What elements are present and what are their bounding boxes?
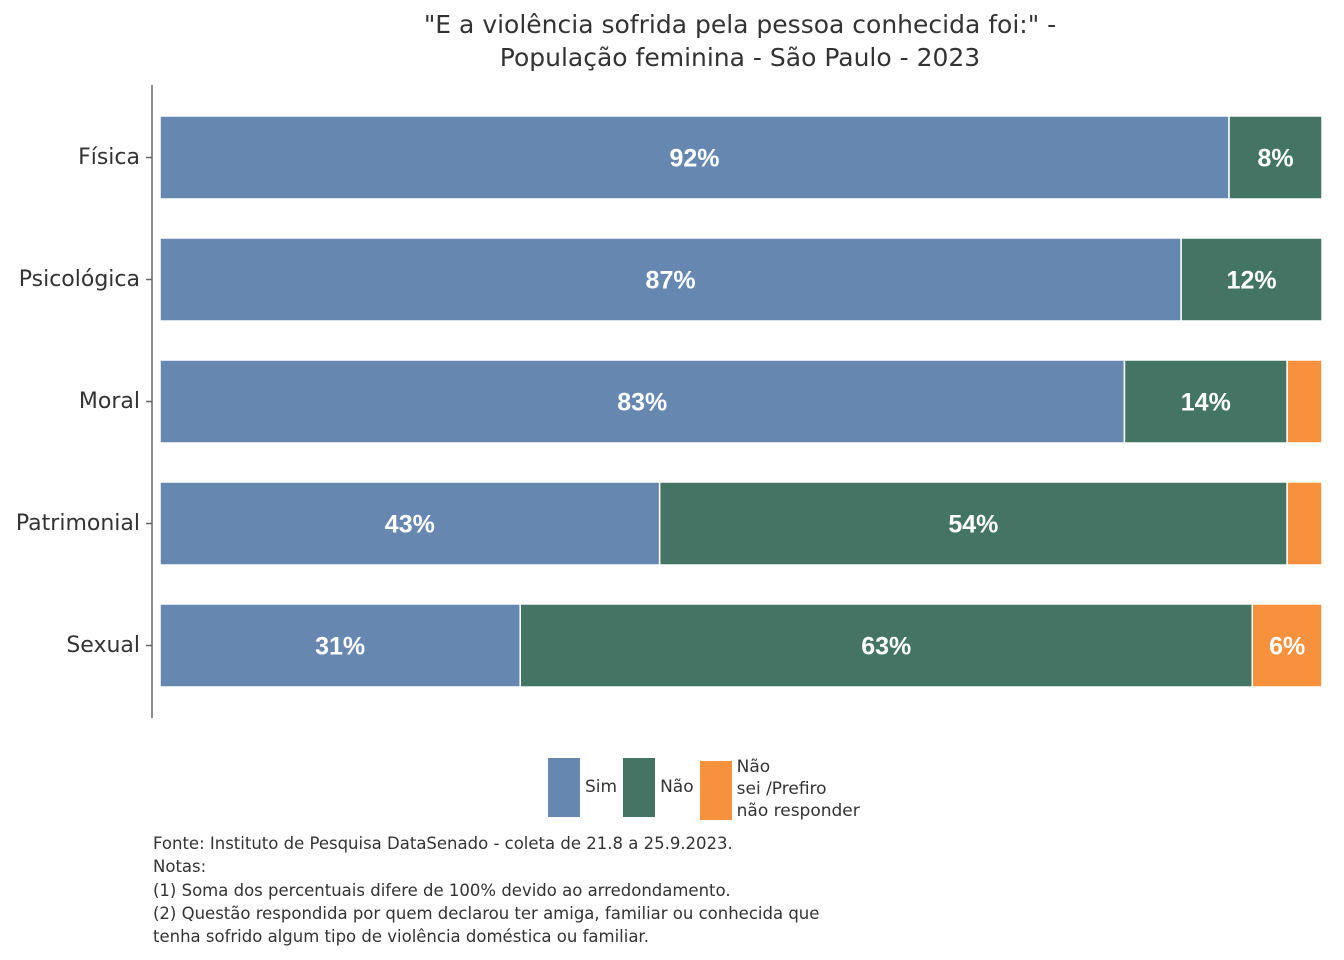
bars-layer: Física 92% 8% Psicológica 87% 12% Moral 83% 14% P… (16, 115, 1323, 688)
legend: Sim Não Não sei /Prefiro não responder (548, 756, 866, 822)
data-label-patrimonial-series-0: 43% (385, 511, 435, 539)
legend-swatch-sim (548, 758, 580, 817)
legend-item-sim: Sim (548, 756, 617, 817)
note-line-2b: tenha sofrido algum tipo de violência do… (153, 927, 649, 947)
category-label-patrimonial: Patrimonial (16, 511, 140, 536)
legend-label-nao-sei: Não sei /Prefiro não responder (736, 757, 860, 821)
bar-patrimonial-series-0 (159, 481, 661, 566)
legend-swatch-nao (623, 758, 656, 817)
bar-psicologica-series-0 (159, 237, 1182, 322)
bar-fisica-series-0 (159, 115, 1230, 200)
data-label-sexual-series-2: 6% (1269, 633, 1305, 661)
bar-psicologica-series-1 (1180, 237, 1323, 322)
bar-chart: Física 92% 8% Psicológica 87% 12% Moral 83% 14% P… (16, 85, 1323, 718)
data-label-fisica-series-0: 92% (669, 145, 719, 173)
data-label-psicologica-series-0: 87% (646, 267, 696, 295)
note-line-1: (1) Soma dos percentuais difere de 100% … (153, 880, 731, 900)
note-line-source: Fonte: Instituto de Pesquisa DataSenado … (153, 834, 733, 853)
bar-fisica-series-1 (1228, 115, 1323, 200)
category-label-moral: Moral (79, 389, 140, 414)
chart-title-line-1: "E a violência sofrida pela pessoa conhe… (423, 10, 1057, 39)
category-label-psicologica: Psicológica (19, 267, 140, 292)
data-label-sexual-series-1: 63% (861, 633, 911, 661)
note-line-heading: Notas: (153, 857, 207, 877)
bar-sexual-series-2 (1251, 603, 1323, 688)
data-label-psicologica-series-1: 12% (1227, 267, 1277, 295)
bar-moral-series-0 (159, 359, 1126, 444)
category-label-sexual: Sexual (66, 633, 140, 658)
data-label-sexual-series-0: 31% (315, 633, 365, 661)
legend-item-nao-sei: Não sei /Prefiro não responder (699, 756, 860, 822)
legend-label-sim: Sim (585, 776, 618, 797)
bar-sexual-series-0 (159, 603, 521, 688)
bar-sexual-series-1 (519, 603, 1254, 688)
data-label-moral-series-0: 83% (617, 389, 667, 417)
source-notes: Fonte: Instituto de Pesquisa DataSenado … (153, 832, 819, 948)
note-line-2a: (2) Questão respondida por quem declarou… (153, 903, 820, 923)
bar-patrimonial-series-2 (1286, 481, 1323, 566)
data-label-fisica-series-1: 8% (1257, 145, 1293, 173)
category-label-fisica: Física (78, 145, 140, 170)
legend-swatch-nao-sei (699, 760, 732, 820)
legend-label-nao: Não (660, 776, 694, 797)
data-label-patrimonial-series-1: 54% (948, 511, 998, 539)
chart-title-line-2: População feminina - São Paulo - 2023 (499, 43, 981, 72)
bar-moral-series-2 (1286, 359, 1323, 444)
data-label-moral-series-1: 14% (1181, 389, 1231, 417)
bar-moral-series-1 (1123, 359, 1288, 444)
legend-item-nao: Não (623, 756, 694, 817)
chart-title: "E a violência sofrida pela pessoa conhe… (300, 8, 1180, 74)
